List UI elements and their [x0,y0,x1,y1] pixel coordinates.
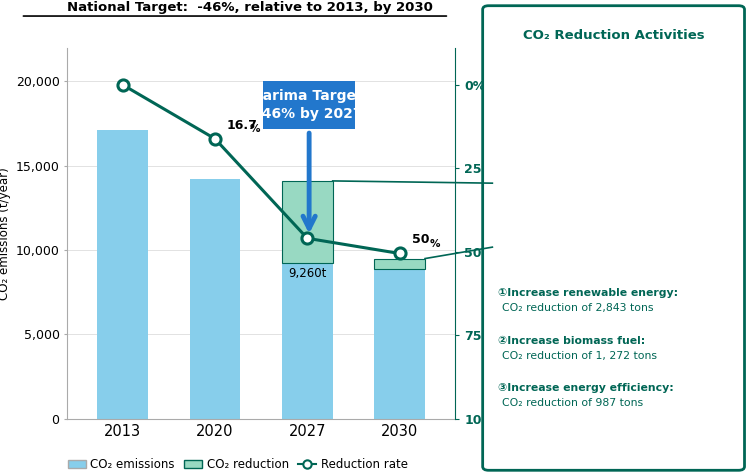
Wedge shape [626,165,680,252]
Bar [374,268,425,419]
Wedge shape [547,124,639,257]
Text: Harima Target:
-46% by 2027: Harima Target: -46% by 2027 [251,89,368,121]
Text: ③: ③ [576,149,587,162]
Text: 9,260t: 9,260t [288,267,327,280]
Text: 50: 50 [412,233,429,247]
Bar [282,181,333,263]
Text: CO₂ Reduction Activities: CO₂ Reduction Activities [523,29,704,42]
Bar [374,258,425,268]
Text: ②Increase biomass fuel:: ②Increase biomass fuel: [498,336,645,346]
Text: 5,102t: 5,102t [587,198,640,213]
Text: CO₂ reduction of 2,843 tons: CO₂ reduction of 2,843 tons [502,303,653,313]
Y-axis label: Reduction
Rate: Reduction Rate [524,22,580,44]
Text: National Target:  -46%, relative to 2013, by 2030: National Target: -46%, relative to 2013,… [67,1,433,14]
Wedge shape [611,124,675,178]
Text: ①: ① [658,172,669,185]
Circle shape [582,159,645,222]
Bar [282,263,333,419]
Text: 16.7: 16.7 [227,119,258,131]
Text: ②: ② [565,212,576,225]
Text: %: % [429,239,439,249]
Text: CO₂ reduction of 1, 272 tons: CO₂ reduction of 1, 272 tons [502,351,657,361]
Y-axis label: CO₂ emissions (t/year): CO₂ emissions (t/year) [0,167,11,299]
Text: %: % [250,124,260,134]
Text: ③Increase energy efficiency:: ③Increase energy efficiency: [498,383,674,393]
Bar [97,130,148,419]
FancyBboxPatch shape [263,81,355,129]
Text: ①Increase renewable energy:: ①Increase renewable energy: [498,288,677,298]
Text: CO₂ reduction of 987 tons: CO₂ reduction of 987 tons [502,398,643,408]
Bar [189,179,240,419]
Legend: CO₂ emissions, CO₂ reduction, Reduction rate: CO₂ emissions, CO₂ reduction, Reduction … [63,454,413,476]
Text: Reduction
Plan: Reduction Plan [584,172,643,193]
